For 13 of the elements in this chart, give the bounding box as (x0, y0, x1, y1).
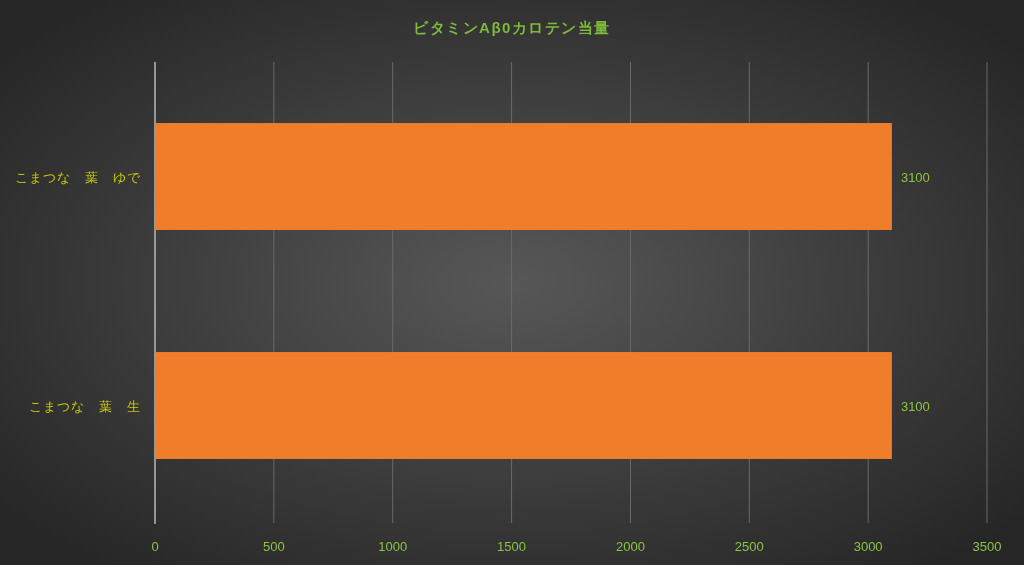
x-tick-label: 500 (263, 539, 285, 554)
x-tick-label: 1500 (497, 539, 527, 554)
data-label: 3100 (900, 169, 930, 185)
y-tick-label: こまつな 葉 ゆで (15, 169, 141, 185)
chart-title: ビタミンAβ0カロテン当量 (413, 19, 611, 36)
x-tick-label: 1000 (378, 539, 408, 554)
x-tick-label: 2500 (734, 539, 764, 554)
x-tick-label: 3500 (972, 539, 1002, 554)
data-label: 3100 (900, 398, 930, 414)
x-tick-label: 3000 (853, 539, 883, 554)
x-tick-label: 2000 (615, 539, 645, 554)
x-tick-label: 0 (151, 539, 159, 554)
y-tick-label: こまつな 葉 生 (29, 398, 141, 414)
